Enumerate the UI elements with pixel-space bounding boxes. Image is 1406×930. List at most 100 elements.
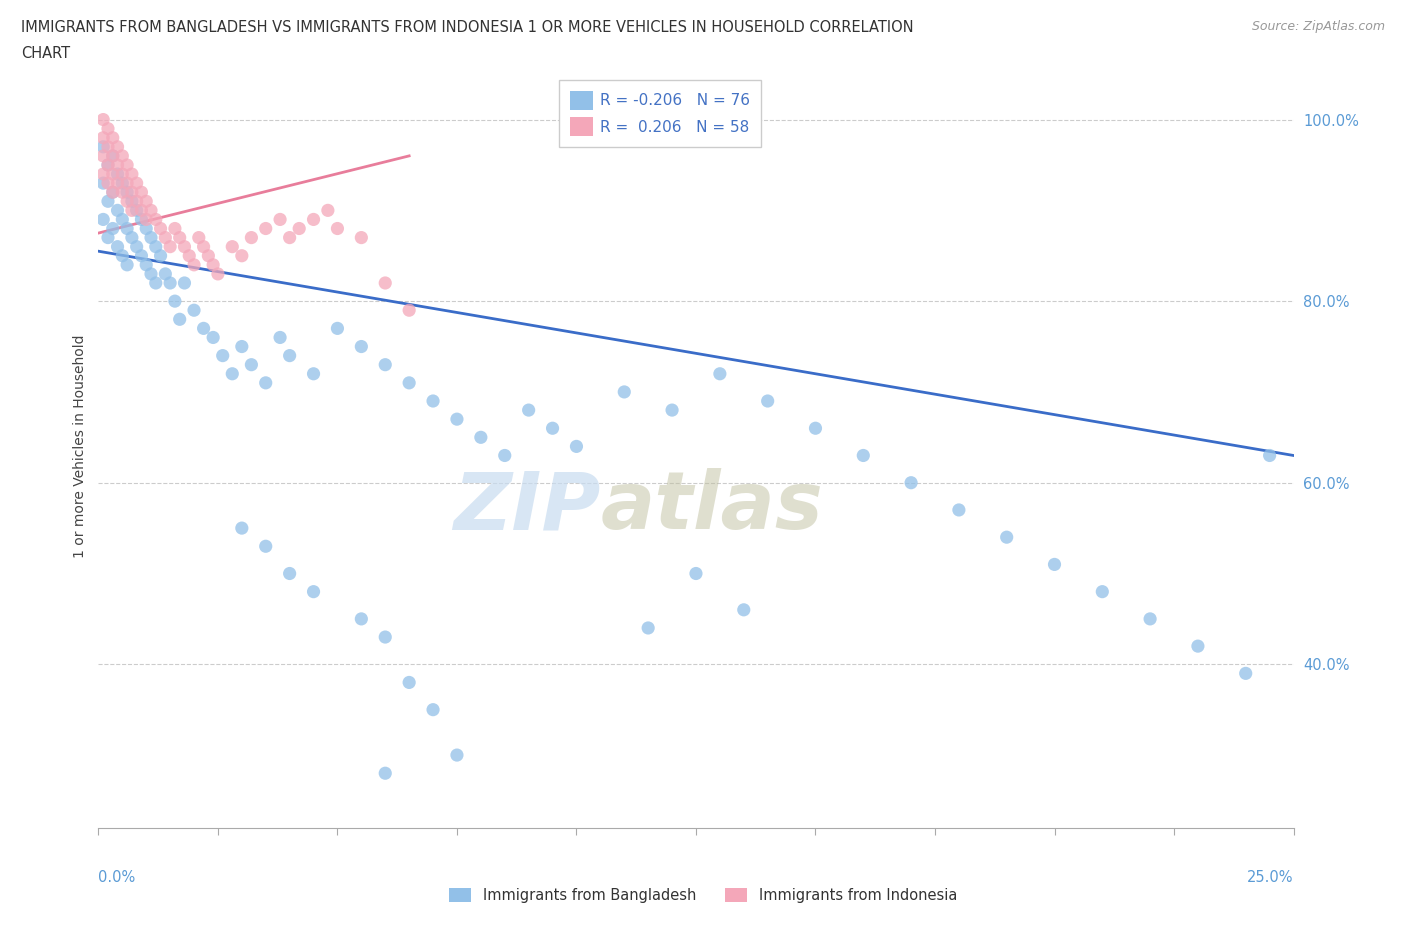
Point (101, 185, 124, 200)
Point (131, 248, 153, 263)
Point (733, 603, 755, 618)
Point (278, 348, 301, 363)
Point (350, 611, 373, 626)
Point (231, 248, 253, 263)
Point (135, 212, 157, 227)
Point (97, 176, 120, 191)
Point (173, 275, 195, 290)
Point (231, 339, 253, 354)
Point (221, 239, 243, 254)
Point (211, 348, 233, 363)
Point (101, 221, 124, 236)
Point (995, 530, 1018, 545)
Point (494, 448, 516, 463)
Point (111, 166, 134, 181)
Point (121, 185, 143, 200)
Point (125, 239, 148, 254)
Point (125, 203, 148, 218)
Point (107, 140, 129, 154)
Point (179, 248, 201, 263)
Point (288, 221, 311, 236)
Point (97, 193, 120, 208)
Y-axis label: 1 or more Vehicles in Household: 1 or more Vehicles in Household (73, 335, 87, 558)
Point (517, 403, 540, 418)
Point (1187, 639, 1209, 654)
Point (101, 166, 124, 181)
Point (221, 366, 243, 381)
Point (131, 185, 153, 200)
Point (1139, 611, 1161, 626)
Point (565, 439, 588, 454)
Point (374, 765, 396, 780)
Point (709, 366, 731, 381)
Point (145, 212, 167, 227)
Point (121, 203, 143, 218)
Point (121, 230, 143, 245)
Point (183, 258, 205, 272)
Point (149, 221, 172, 236)
Point (269, 330, 291, 345)
Point (398, 303, 420, 318)
Point (613, 384, 636, 399)
Point (111, 185, 134, 200)
Point (207, 267, 229, 282)
Point (91, 130, 114, 145)
Point (91, 166, 114, 181)
Point (91, 149, 114, 164)
Point (193, 239, 215, 254)
Point (1043, 557, 1066, 572)
Point (145, 239, 167, 254)
Point (254, 221, 277, 236)
Point (115, 176, 138, 191)
Point (685, 566, 707, 581)
Point (446, 748, 468, 763)
Point (115, 185, 138, 200)
Point (111, 212, 134, 227)
Point (139, 267, 162, 282)
Point (139, 230, 162, 245)
Point (163, 221, 186, 236)
Text: atlas: atlas (600, 469, 823, 547)
Point (183, 303, 205, 318)
Point (852, 448, 875, 463)
Point (97, 157, 120, 172)
Point (149, 248, 172, 263)
Point (115, 258, 138, 272)
Point (302, 212, 325, 227)
Point (231, 521, 253, 536)
Point (159, 275, 181, 290)
Point (254, 376, 277, 391)
Point (374, 357, 396, 372)
Point (115, 193, 138, 208)
Point (316, 203, 339, 218)
Point (135, 221, 157, 236)
Text: Source: ZipAtlas.com: Source: ZipAtlas.com (1251, 20, 1385, 33)
Point (374, 275, 396, 290)
Point (169, 312, 191, 326)
Point (97, 140, 120, 154)
Point (350, 339, 373, 354)
Point (159, 239, 181, 254)
Point (101, 149, 124, 164)
Point (111, 248, 134, 263)
Point (398, 675, 420, 690)
Point (1258, 448, 1281, 463)
Point (115, 221, 138, 236)
Point (278, 566, 301, 581)
Text: 0.0%: 0.0% (98, 870, 135, 884)
Point (661, 403, 683, 418)
Point (91, 140, 114, 154)
Point (131, 212, 153, 227)
Point (302, 584, 325, 599)
Point (169, 230, 191, 245)
Point (202, 330, 225, 345)
Point (446, 412, 468, 427)
Point (107, 157, 129, 172)
Point (91, 176, 114, 191)
Point (470, 430, 492, 445)
Text: CHART: CHART (21, 46, 70, 61)
Point (240, 357, 263, 372)
Point (125, 176, 148, 191)
Point (121, 166, 143, 181)
Point (163, 294, 186, 309)
